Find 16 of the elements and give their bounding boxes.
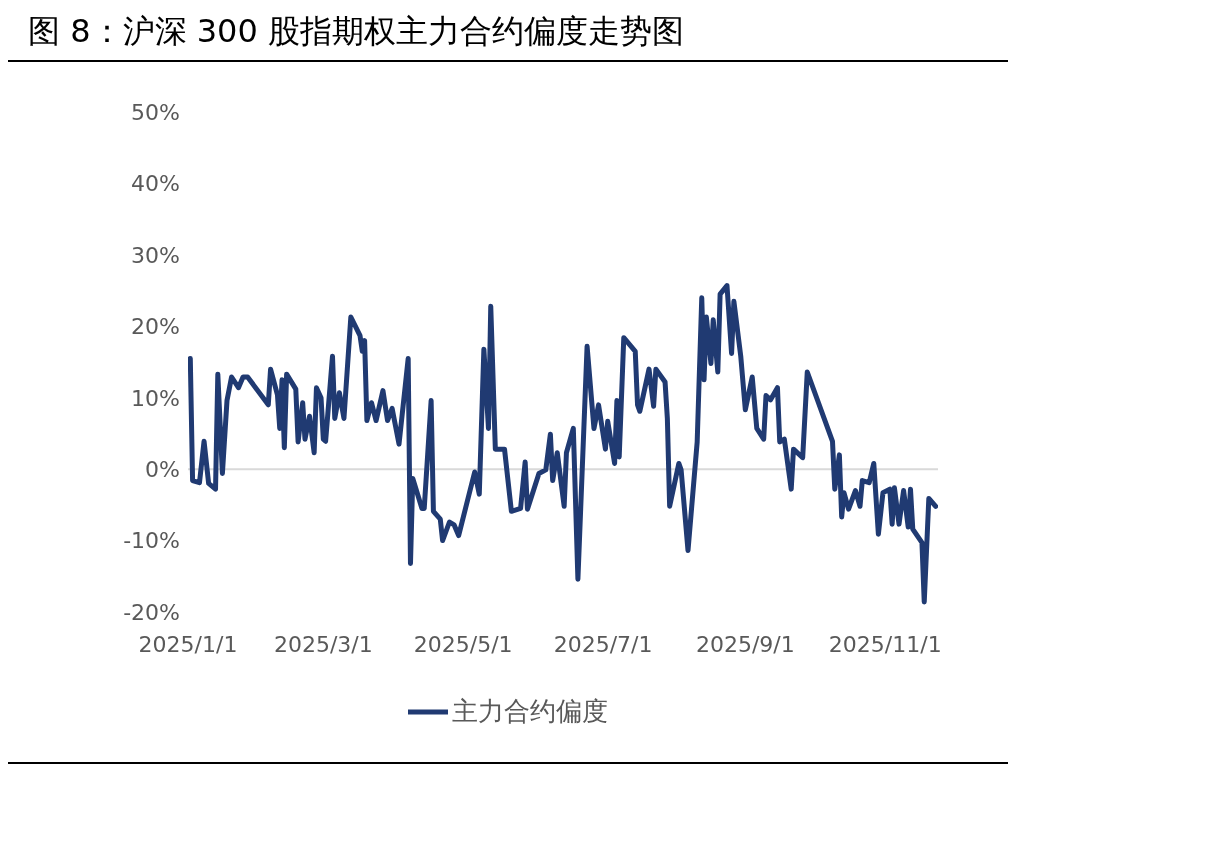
x-tick-label: 2025/5/1 — [413, 631, 513, 657]
x-tick-label: 2025/11/1 — [828, 631, 942, 657]
y-tick-label: 20% — [131, 314, 180, 340]
y-tick-label: -10% — [123, 528, 180, 554]
y-tick-label: 40% — [131, 171, 180, 197]
y-tick-label: 50% — [131, 99, 180, 125]
x-tick-label: 2025/1/1 — [138, 631, 238, 657]
y-tick-label: -20% — [123, 599, 180, 625]
x-tick-label: 2025/3/1 — [273, 631, 373, 657]
legend-label: 主力合约偏度 — [452, 695, 608, 726]
y-tick-label: 10% — [131, 385, 180, 411]
y-tick-label: 0% — [145, 456, 180, 482]
y-tick-label: 30% — [131, 242, 180, 268]
x-tick-label: 2025/9/1 — [695, 631, 795, 657]
x-tick-label: 2025/7/1 — [553, 631, 653, 657]
chart-title: 图 8：沪深 300 股指期权主力合约偏度走势图 — [8, 8, 1008, 62]
